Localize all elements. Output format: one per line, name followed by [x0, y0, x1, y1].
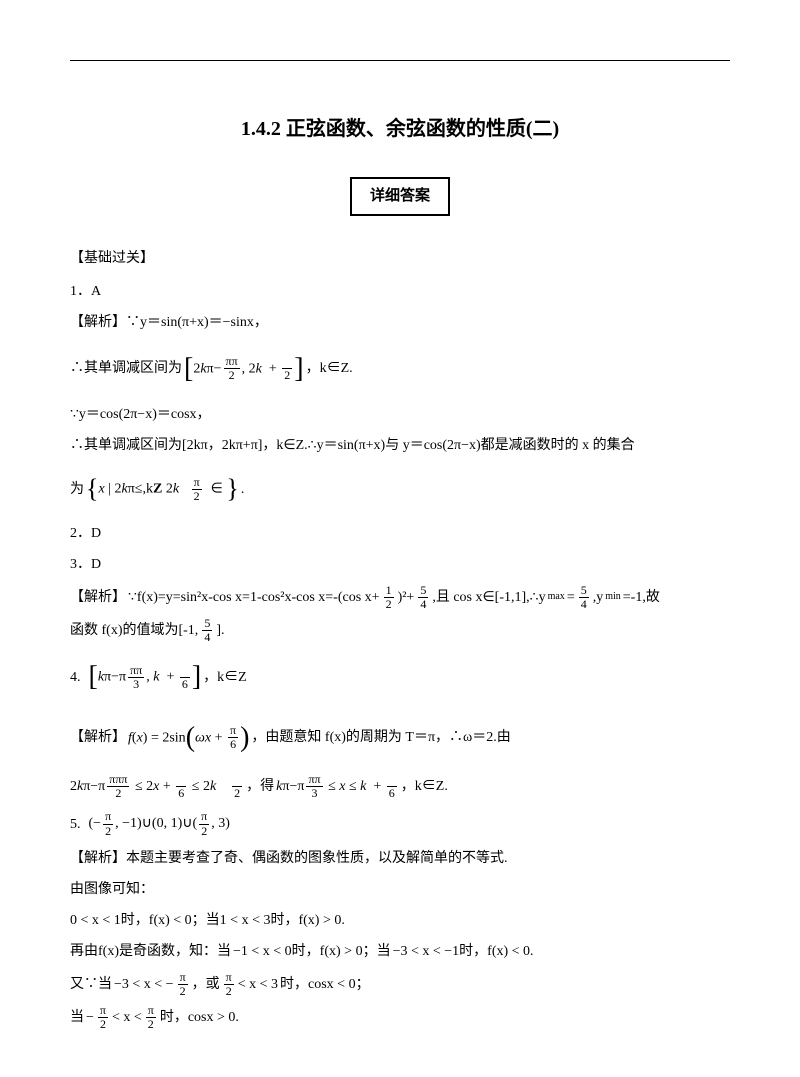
- q1-interval: [2kπ−ππ2, 2k + 2]: [184, 344, 304, 394]
- q5-line4: 再由f(x)是奇函数，知：当 −1 < x < 0时，f(x) > 0；当 −3…: [70, 939, 730, 964]
- q1-line1: 【解析】∵y＝sin(π+x)＝−sinx，: [70, 310, 730, 335]
- q1-num: 1．A: [70, 279, 730, 304]
- answer-box: 详细答案: [70, 177, 730, 216]
- q1-set: {x | 2kπ≤,kZ 2k π2 ∈ }: [86, 466, 239, 513]
- answer-box-label: 详细答案: [350, 177, 450, 216]
- q4-line1: 4. [kπ−πππ3, k + 6] ，k∈Z: [70, 650, 730, 704]
- q5-line1: 5. (−π2, −1)∪(0, 1)∪(π2, 3): [70, 808, 730, 839]
- q1-line5: 为 {x | 2kπ≤,kZ 2k π2 ∈ } .: [70, 464, 730, 515]
- page-title: 1.4.2 正弦函数、余弦函数的性质(二): [70, 111, 730, 147]
- analysis-label: 【解析】: [70, 315, 126, 330]
- q1-line2: ∴其单调减区间为 [2kπ−ππ2, 2k + 2] ，k∈Z.: [70, 342, 730, 396]
- q5-line5: 又∵当 −3 < x < − π2 ，或 π2 < x < 3 时，cosx <…: [70, 971, 730, 998]
- q4-line3: 2kπ−ππππ2 ≤ 2x + 6 ≤ 2k 2 ，得 kπ−πππ3 ≤ x…: [70, 771, 730, 802]
- q5-analysis: 【解析】本题主要考查了奇、偶函数的图象性质，以及解简单的不等式.: [70, 846, 730, 871]
- q3-line2: 函数 f(x)的值域为[-1, 54 ].: [70, 617, 730, 644]
- q5-line3: 0 < x < 1时，f(x) < 0；当1 < x < 3时，f(x) > 0…: [70, 908, 730, 933]
- q3-num: 3．D: [70, 552, 730, 577]
- q5-line6: 当 − π2 < x < π2 时，cosx > 0.: [70, 1004, 730, 1031]
- top-divider: [70, 60, 730, 61]
- analysis-label: 【解析】: [70, 585, 126, 610]
- q5-line2: 由图像可知：: [70, 877, 730, 902]
- q3-line1: 【解析】 ∵f(x)=y=sin²x-cos x=1-cos²x-cos x=-…: [70, 584, 730, 611]
- analysis-label: 【解析】: [70, 725, 126, 750]
- q4-line2: 【解析】 f(x) = 2sin(ωx + π6) ，由题意知 f(x)的周期为…: [70, 711, 730, 765]
- q1-line3: ∵y＝cos(2π−x)＝cosx，: [70, 402, 730, 427]
- q1-line4: ∴其单调减区间为[2kπ，2kπ+π]，k∈Z.∴y＝sin(π+x)与 y＝c…: [70, 433, 730, 458]
- section-header: 【基础过关】: [70, 246, 730, 271]
- q2-num: 2．D: [70, 521, 730, 546]
